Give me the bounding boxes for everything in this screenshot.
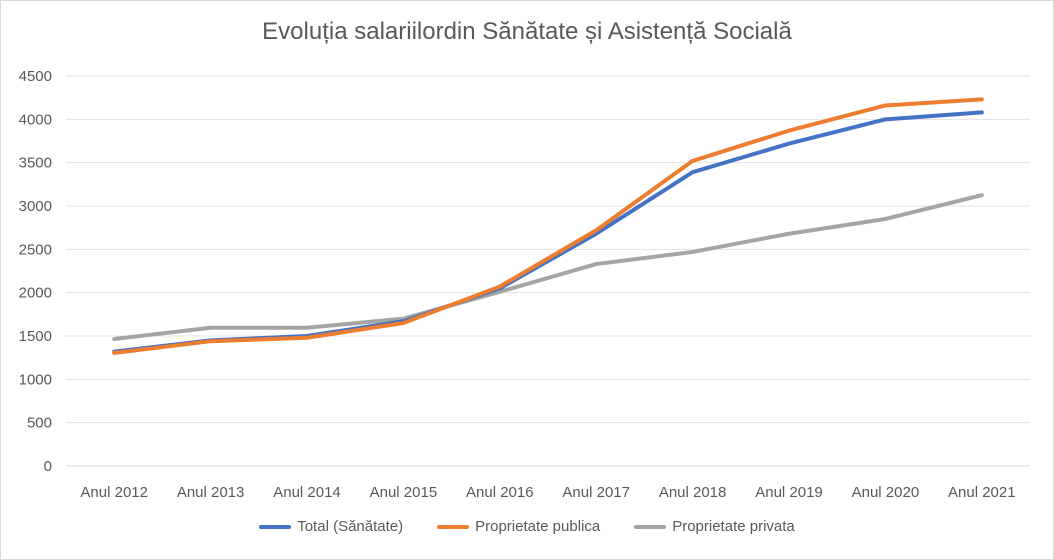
x-tick-label: Anul 2020 [852, 484, 920, 501]
legend-label-total: Total (Sănătate) [297, 518, 404, 535]
y-tick-label: 3000 [19, 198, 52, 215]
y-tick-label: 4500 [19, 68, 52, 85]
legend-item-publica: Proprietate publica [437, 518, 600, 535]
x-tick-label: Anul 2012 [80, 484, 148, 501]
series-lines [112, 97, 984, 355]
x-tick-label: Anul 2013 [177, 484, 245, 501]
gridlines [66, 75, 1030, 467]
y-tick-label: 2500 [19, 241, 52, 258]
x-tick-label: Anul 2019 [755, 484, 823, 501]
legend-item-privata: Proprietate privata [634, 518, 795, 535]
series-line [112, 110, 984, 354]
y-tick-label: 1500 [19, 328, 52, 345]
legend-swatch-publica [437, 524, 470, 529]
y-tick-label: 0 [44, 458, 52, 475]
y-tick-label: 3500 [19, 155, 52, 172]
x-tick-label: Anul 2018 [659, 484, 727, 501]
x-tick-label: Anul 2017 [562, 484, 630, 501]
x-tick-label: Anul 2021 [948, 484, 1016, 501]
y-tick-label: 4000 [19, 111, 52, 128]
legend-swatch-total [259, 524, 292, 529]
y-axis-ticks: 0 500 1000 1500 2000 2500 3000 3500 4000 4500 [19, 68, 52, 475]
x-tick-label: Anul 2015 [370, 484, 438, 501]
y-tick-label: 500 [27, 415, 52, 432]
y-tick-label: 1000 [19, 371, 52, 388]
x-axis-ticks: Anul 2012 Anul 2013 Anul 2014 Anul 2015 Anul… [80, 484, 1015, 501]
legend: Total (Sănătate) Proprietate publica Pro… [0, 518, 1054, 535]
legend-item-total: Total (Sănătate) [259, 518, 403, 535]
series-line [112, 97, 984, 355]
series-line [112, 193, 984, 342]
legend-swatch-privata [634, 524, 667, 529]
chart-title: Evoluția salariilordin Sănătate și Asist… [262, 18, 792, 45]
y-tick-label: 2000 [19, 285, 52, 302]
x-tick-label: Anul 2014 [273, 484, 341, 501]
legend-label-publica: Proprietate publica [475, 518, 601, 535]
legend-label-privata: Proprietate privata [672, 518, 795, 535]
x-tick-label: Anul 2016 [466, 484, 534, 501]
